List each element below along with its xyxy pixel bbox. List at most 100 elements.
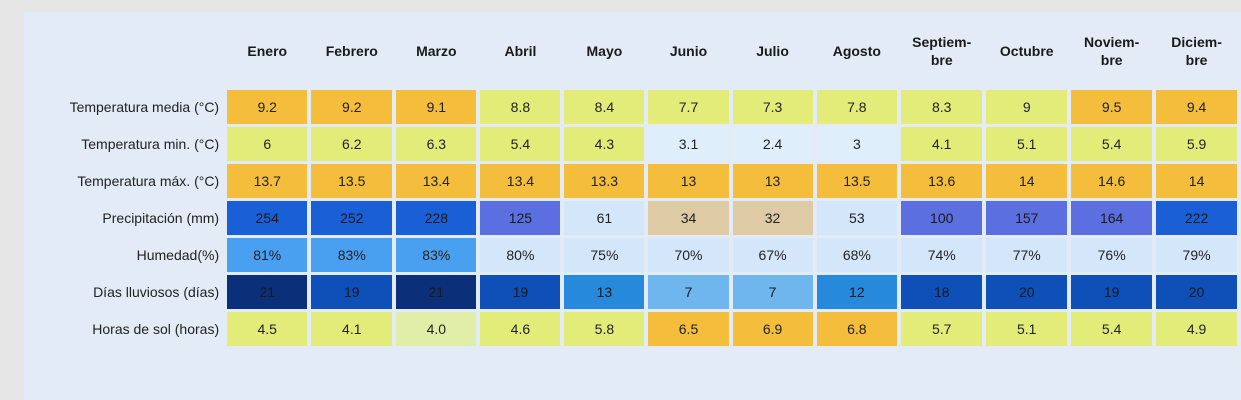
table-cell: 13.3 — [564, 164, 645, 198]
table-cell: 67% — [732, 238, 813, 272]
table-cell: 13.5 — [816, 164, 898, 198]
month-header: Diciem-bre — [1171, 34, 1222, 68]
table-cell: 6.8 — [816, 312, 898, 346]
table-cell: 74% — [901, 238, 983, 272]
table-cell: 5.1 — [986, 127, 1068, 161]
row-label: Días lluviosos (días) — [93, 284, 220, 300]
table-cell: 13 — [648, 164, 729, 198]
table-cell: 68% — [816, 238, 898, 272]
table-cell: 5.4 — [1071, 127, 1153, 161]
month-header: Agosto — [832, 43, 881, 59]
row-label: Temperatura media (°C) — [69, 99, 220, 115]
month-header-row: Enero Febrero Marzo Abril Mayo Junio Julio Agos… — [34, 15, 1237, 87]
table-cell: 13.7 — [227, 164, 308, 198]
table-cell: 13.6 — [901, 164, 983, 198]
table-cell: 7 — [732, 275, 813, 309]
table-cell: 13 — [564, 275, 645, 309]
table-cell: 7.3 — [732, 90, 813, 124]
row-label: Temperatura máx. (°C) — [77, 173, 220, 189]
table-cell: 6.5 — [648, 312, 729, 346]
table-cell: 6.2 — [311, 127, 393, 161]
table-cell: 14 — [1156, 164, 1237, 198]
table-cell: 125 — [480, 201, 561, 235]
month-header: Julio — [756, 43, 789, 59]
table-cell: 19 — [480, 275, 561, 309]
table-row: Temperatura media (°C) 9.2 9.2 9.1 8.8 8.4 7.7… — [34, 90, 1237, 124]
table-row: Temperatura máx. (°C) 13.7 13.5 13.4 13.4 13.… — [34, 164, 1237, 198]
table-cell: 2.4 — [732, 127, 813, 161]
table-cell: 5.9 — [1156, 127, 1237, 161]
table-cell: 19 — [311, 275, 393, 309]
row-label: Precipitación (mm) — [102, 210, 220, 226]
month-header: Abril — [504, 43, 537, 59]
table-cell: 13.4 — [396, 164, 477, 198]
table-row: Temperatura min. (°C) 6 6.2 6.3 5.4 4.3 3.1 2.4… — [34, 127, 1237, 161]
table-cell: 14.6 — [1071, 164, 1153, 198]
table-cell: 14 — [986, 164, 1068, 198]
table-cell: 8.8 — [480, 90, 561, 124]
table-cell: 20 — [986, 275, 1068, 309]
row-label: Horas de sol (horas) — [92, 321, 220, 337]
table-cell: 9.5 — [1071, 90, 1153, 124]
table-cell: 4.9 — [1156, 312, 1237, 346]
table-cell: 7.7 — [648, 90, 729, 124]
table-cell: 5.1 — [986, 312, 1068, 346]
table-cell: 80% — [480, 238, 561, 272]
table-cell: 157 — [986, 201, 1068, 235]
row-label: Humedad(%) — [136, 247, 220, 263]
table-cell: 6 — [227, 127, 308, 161]
month-header: Enero — [247, 43, 288, 59]
table-row: Precipitación (mm) 254 252 228 125 61 34 32 53 10… — [34, 201, 1237, 235]
climate-table: Enero Febrero Marzo Abril Mayo Junio Julio Agos… — [30, 12, 1241, 349]
table-cell: 21 — [396, 275, 477, 309]
month-header: Noviem-bre — [1084, 34, 1140, 68]
table-cell: 76% — [1071, 238, 1153, 272]
table-cell: 32 — [732, 201, 813, 235]
table-cell: 5.4 — [1071, 312, 1153, 346]
table-cell: 228 — [396, 201, 477, 235]
table-cell: 8.3 — [901, 90, 983, 124]
table-cell: 12 — [816, 275, 898, 309]
table-cell: 164 — [1071, 201, 1153, 235]
climate-table-panel: Enero Febrero Marzo Abril Mayo Junio Julio Agos… — [24, 12, 1241, 400]
table-cell: 222 — [1156, 201, 1237, 235]
table-cell: 4.3 — [564, 127, 645, 161]
table-cell: 75% — [564, 238, 645, 272]
table-cell: 83% — [311, 238, 393, 272]
table-row: Días lluviosos (días) 21 19 21 19 13 7 7 12 18 20 1… — [34, 275, 1237, 309]
table-cell: 61 — [564, 201, 645, 235]
month-header: Febrero — [325, 43, 378, 59]
table-cell: 8.4 — [564, 90, 645, 124]
table-cell: 7.8 — [816, 90, 898, 124]
table-cell: 4.1 — [901, 127, 983, 161]
table-cell: 5.7 — [901, 312, 983, 346]
table-row: Horas de sol (horas) 4.5 4.1 4.0 4.6 5.8 6.5 6.… — [34, 312, 1237, 346]
month-header: Septiem-bre — [912, 34, 972, 68]
table-cell: 4.5 — [227, 312, 308, 346]
table-cell: 9.2 — [227, 90, 308, 124]
table-cell: 4.1 — [311, 312, 393, 346]
table-cell: 79% — [1156, 238, 1237, 272]
table-cell: 7 — [648, 275, 729, 309]
table-cell: 4.0 — [396, 312, 477, 346]
table-cell: 5.8 — [564, 312, 645, 346]
table-cell: 13.5 — [311, 164, 393, 198]
table-cell: 6.9 — [732, 312, 813, 346]
table-cell: 19 — [1071, 275, 1153, 309]
table-cell: 5.4 — [480, 127, 561, 161]
month-header: Junio — [669, 43, 708, 59]
table-cell: 77% — [986, 238, 1068, 272]
table-cell: 9.1 — [396, 90, 477, 124]
table-cell: 4.6 — [480, 312, 561, 346]
table-cell: 9 — [986, 90, 1068, 124]
table-cell: 254 — [227, 201, 308, 235]
table-cell: 34 — [648, 201, 729, 235]
row-label: Temperatura min. (°C) — [81, 136, 220, 152]
table-cell: 100 — [901, 201, 983, 235]
climate-table-body: Temperatura media (°C) 9.2 9.2 9.1 8.8 8.4 7.7… — [34, 90, 1237, 346]
table-cell: 81% — [227, 238, 308, 272]
month-header: Octubre — [999, 43, 1054, 59]
table-cell: 13.4 — [480, 164, 561, 198]
header-corner — [34, 15, 223, 87]
table-cell: 21 — [227, 275, 308, 309]
